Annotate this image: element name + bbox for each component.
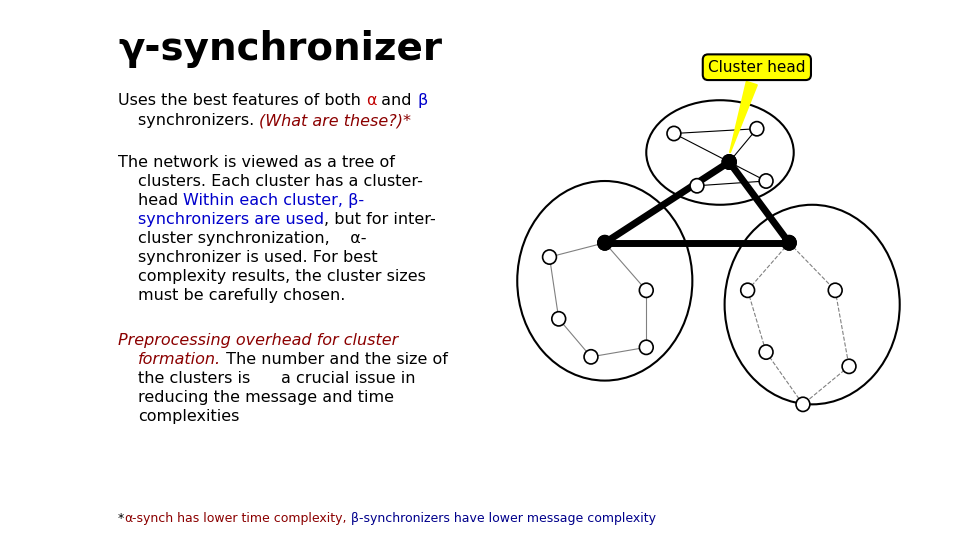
Text: The number and the size of: The number and the size of <box>221 352 448 367</box>
Circle shape <box>584 350 598 364</box>
Circle shape <box>542 250 557 264</box>
Text: Cluster head: Cluster head <box>708 60 805 152</box>
Text: β: β <box>351 512 359 525</box>
Text: , but for inter-: , but for inter- <box>324 212 436 227</box>
Circle shape <box>722 155 736 169</box>
Text: formation.: formation. <box>138 352 221 367</box>
Text: the clusters is      a crucial issue in: the clusters is a crucial issue in <box>138 371 416 386</box>
Text: and: and <box>376 93 418 108</box>
Text: synchronizer is used. For best: synchronizer is used. For best <box>138 250 377 265</box>
Text: γ-synchronizer: γ-synchronizer <box>118 30 442 68</box>
Text: α: α <box>124 512 132 525</box>
Text: complexities: complexities <box>138 409 239 424</box>
Text: must be carefully chosen.: must be carefully chosen. <box>138 288 346 303</box>
Circle shape <box>667 126 681 140</box>
Text: *: * <box>118 512 124 525</box>
Circle shape <box>690 179 704 193</box>
Circle shape <box>828 283 842 298</box>
Circle shape <box>639 283 653 298</box>
Circle shape <box>639 340 653 354</box>
Text: Uses the best features of both: Uses the best features of both <box>118 93 366 108</box>
Circle shape <box>759 174 773 188</box>
Circle shape <box>722 155 736 169</box>
Circle shape <box>598 235 612 250</box>
Text: The network is viewed as a tree of: The network is viewed as a tree of <box>118 155 395 170</box>
Circle shape <box>796 397 810 411</box>
Text: complexity results, the cluster sizes: complexity results, the cluster sizes <box>138 269 426 284</box>
Text: Preprocessing overhead for cluster: Preprocessing overhead for cluster <box>118 333 398 348</box>
Text: β: β <box>418 93 427 108</box>
Circle shape <box>782 235 796 250</box>
Circle shape <box>842 359 856 374</box>
Circle shape <box>759 345 773 359</box>
Circle shape <box>552 312 565 326</box>
Text: Within each cluster, β-: Within each cluster, β- <box>183 193 365 208</box>
Text: -synchronizers have lower message complexity: -synchronizers have lower message comple… <box>359 512 656 525</box>
Text: synchronizers are used: synchronizers are used <box>138 212 324 227</box>
Text: head: head <box>138 193 183 208</box>
Text: -synch has lower time complexity,: -synch has lower time complexity, <box>132 512 351 525</box>
Text: reducing the message and time: reducing the message and time <box>138 390 394 405</box>
Text: clusters. Each cluster has a cluster-: clusters. Each cluster has a cluster- <box>138 174 422 189</box>
Circle shape <box>782 235 796 250</box>
Circle shape <box>741 283 755 298</box>
Circle shape <box>598 235 612 250</box>
Text: cluster synchronization,    α-: cluster synchronization, α- <box>138 231 367 246</box>
Text: (What are these?)*: (What are these?)* <box>259 113 412 128</box>
Text: α: α <box>366 93 376 108</box>
Circle shape <box>750 122 764 136</box>
Text: synchronizers.: synchronizers. <box>138 113 259 128</box>
